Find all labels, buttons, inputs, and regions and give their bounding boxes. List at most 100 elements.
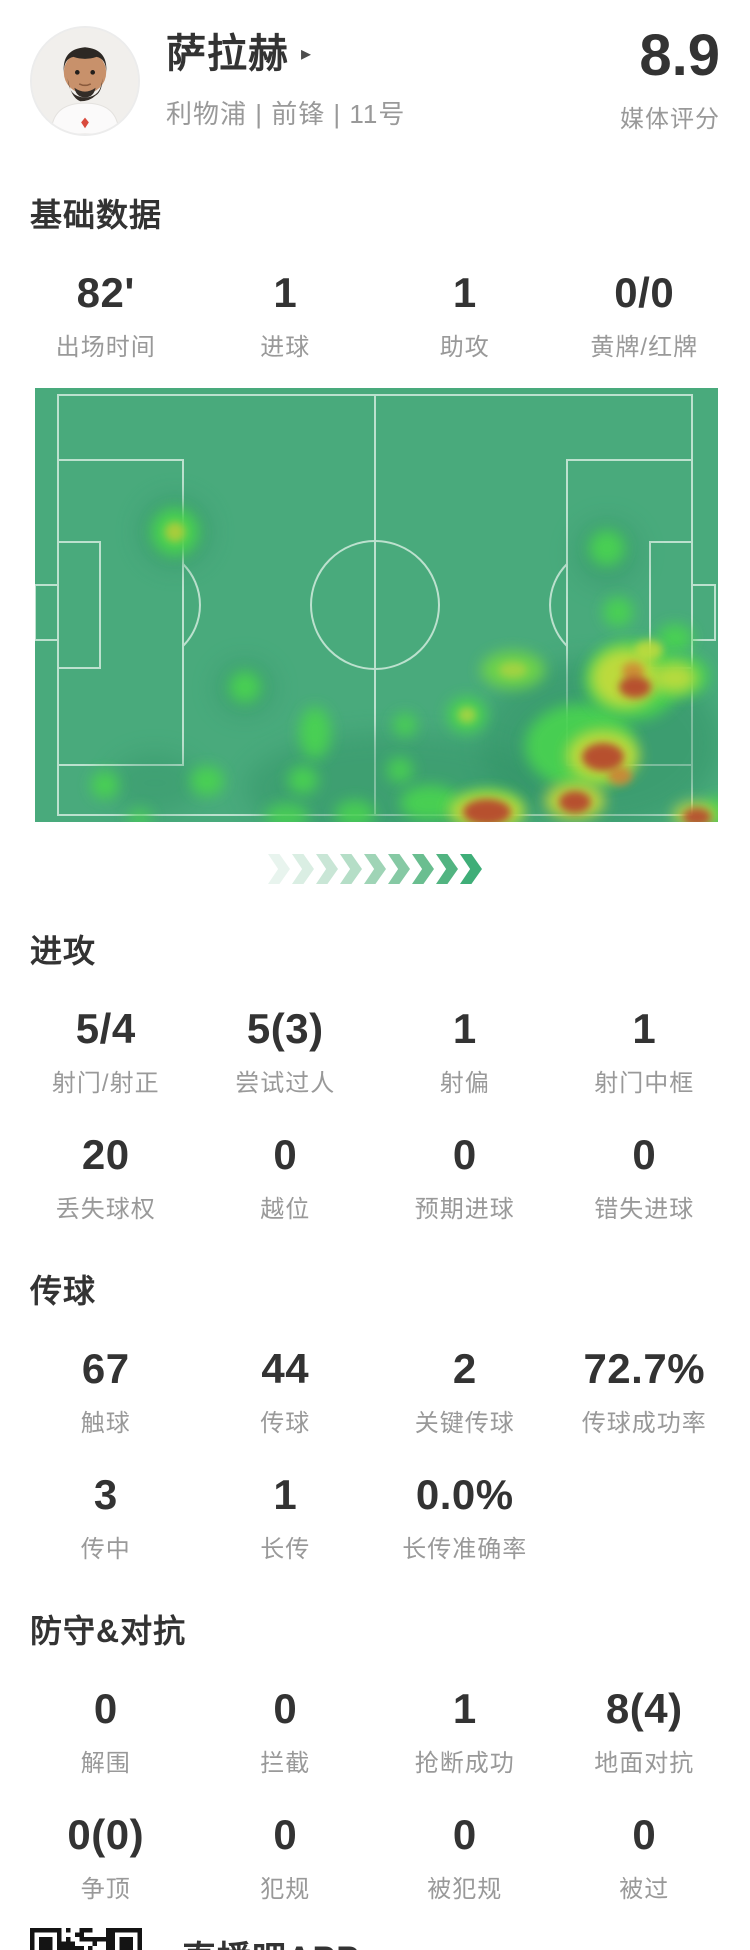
stat-cell: 5(3) 尝试过人 [196,1008,376,1098]
heatmap [35,388,718,822]
heat-blob [608,767,632,785]
stat-label: 争顶 [80,1876,131,1903]
stat-label: 犯规 [260,1876,311,1903]
heat-blob [589,530,625,566]
stat-cell: 0 犯规 [196,1814,376,1904]
section-title: 防守&对抗 [30,1613,187,1649]
stat-row: 5/4 射门/射正 5(3) 尝试过人 1 射偏 1 射门中框 [0,1008,750,1098]
stat-label: 越位 [260,1196,311,1223]
stat-value: 1 [632,1005,657,1052]
stat-value: 1 [452,1685,477,1732]
qr-code [30,1928,142,1950]
stat-value: 0 [452,1811,477,1858]
footer: 直播吧APP 体育赛事资讯平台 [0,1928,750,1950]
stat-row: 0 解围 0 拦截 1 抢断成功 8(4) 地面对抗 [0,1688,750,1778]
stat-label: 抢断成功 [414,1750,515,1777]
stat-cell: 0 越位 [196,1134,376,1224]
header: 萨拉赫 ▸ 利物浦 | 前锋 | 11号 8.9 媒体评分 [0,0,750,136]
stat-cell: 1 射偏 [375,1008,555,1098]
stat-label: 错失进球 [594,1196,695,1223]
section-title: 基础数据 [30,197,163,233]
stat-cell: 0 被犯规 [375,1814,555,1904]
stat-row: 0(0) 争顶 0 犯规 0 被犯规 0 被过 [0,1814,750,1904]
heat-blob [582,743,624,771]
rating-value: 8.9 [639,23,720,88]
heat-blob [603,597,633,627]
stat-value: 0 [273,1131,298,1178]
heat-blob [635,640,663,660]
basic-data-section-mount: 基础数据 82' 出场时间 1 进球 1 助攻 0/0 黄牌/红牌 [0,190,750,362]
stat-section: 进攻 5/4 射门/射正 5(3) 尝试过人 1 射偏 1 射门中框 20 丢失球权 0 越位 0 预期进球… [0,926,750,1224]
chevron-right-icon [412,854,434,884]
app-name: 直播吧APP [182,1931,406,1950]
heat-blob [559,791,591,813]
stat-label: 长传准确率 [402,1536,528,1563]
chevron-right-icon [388,854,410,884]
stat-label: 射偏 [439,1070,490,1097]
stat-label: 触球 [80,1410,131,1437]
stat-cell: 67 触球 [16,1348,196,1438]
chevron-right-icon [460,854,482,884]
stat-value: 0 [273,1811,298,1858]
stat-cell: 1 长传 [196,1474,376,1564]
stat-cell: 0 错失进球 [555,1134,735,1224]
stat-cell: 72.7% 传球成功率 [555,1348,735,1438]
heat-blob [335,800,375,822]
heat-blob [288,766,318,794]
stat-value: 5/4 [75,1005,136,1052]
stat-cell [555,1474,735,1564]
stat-label: 被过 [619,1876,670,1903]
stat-value: 5(3) [246,1005,324,1052]
stat-row: 20 丢失球权 0 越位 0 预期进球 0 错失进球 [0,1134,750,1224]
stat-value: 1 [452,1005,477,1052]
heat-blob [683,808,711,822]
stat-cell: 0(0) 争顶 [16,1814,196,1904]
player-avatar [30,26,140,136]
stat-cell: 20 丢失球权 [16,1134,196,1224]
stat-section: 防守&对抗 0 解围 0 拦截 1 抢断成功 8(4) 地面对抗 0(0) 争顶 0 犯规 0 被犯规 0 被过 [0,1606,750,1904]
stat-label: 关键传球 [414,1410,515,1437]
stat-label: 解围 [80,1750,131,1777]
stat-cell: 0 解围 [16,1688,196,1778]
heat-blob [91,771,119,799]
stat-label: 拦截 [260,1750,311,1777]
stat-cell: 1 抢断成功 [375,1688,555,1778]
stat-value: 82' [76,269,135,316]
heat-blob [229,671,261,703]
stat-value: 0 [452,1131,477,1178]
stat-label: 射门中框 [594,1070,695,1097]
stat-cell: 3 传中 [16,1474,196,1564]
stat-value: 0(0) [67,1811,145,1858]
stat-cell: 2 关键传球 [375,1348,555,1438]
stat-label: 传球成功率 [581,1410,707,1437]
stat-section: 传球 67 触球 44 传球 2 关键传球 72.7% 传球成功率 3 传中 1 长传 0.0% 长传准确率 [0,1266,750,1564]
footer-text: 直播吧APP 体育赛事资讯平台 [182,1931,406,1950]
stat-value: 0.0% [415,1471,514,1518]
stat-section: 基础数据 82' 出场时间 1 进球 1 助攻 0/0 黄牌/红牌 [0,190,750,362]
stat-label: 长传 [260,1536,311,1563]
stat-label: 黄牌/红牌 [590,334,699,361]
player-name-row[interactable]: 萨拉赫 ▸ [166,32,620,76]
stat-value: 0 [632,1131,657,1178]
stat-value: 2 [452,1345,477,1392]
stat-cell: 5/4 射门/射正 [16,1008,196,1098]
chevron-right-icon: ▸ [301,43,312,65]
stat-cell: 1 进球 [196,272,376,362]
stat-label: 预期进球 [414,1196,515,1223]
heat-blob [299,707,331,759]
stat-value: 1 [273,1471,298,1518]
player-photo-placeholder [32,28,138,134]
stat-row: 67 触球 44 传球 2 关键传球 72.7% 传球成功率 [0,1348,750,1438]
heat-blob [190,766,224,796]
chevron-right-icon [268,854,290,884]
chevron-right-icon [340,854,362,884]
chevron-right-icon [292,854,314,884]
heat-blob [128,808,152,822]
section-title: 传球 [30,1273,97,1309]
stat-label: 传中 [80,1536,131,1563]
stat-cell: 0 拦截 [196,1688,376,1778]
stat-row: 3 传中 1 长传 0.0% 长传准确率 [0,1474,750,1564]
stat-cell: 1 助攻 [375,272,555,362]
chevron-right-icon [364,854,386,884]
